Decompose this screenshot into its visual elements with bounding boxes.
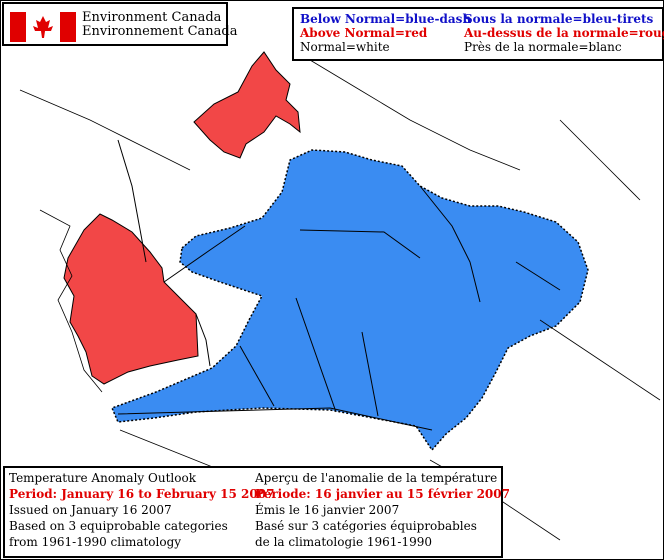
info-fr-issued: Émis le 16 janvier 2007: [255, 503, 400, 517]
info-en-period: Period: January 16 to February 15 2007: [9, 487, 275, 501]
above-normal-region-west: [63, 213, 199, 385]
info-en-basis: Based on 3 equiprobable categories: [9, 519, 228, 533]
legend-en-normal: Normal=white: [300, 40, 390, 54]
legend-fr-above: Au-dessus de la normale=rouge: [464, 26, 664, 40]
info-fr-climatology: de la climatologie 1961-1990: [255, 535, 433, 549]
legend-en-above: Above Normal=red: [300, 26, 428, 40]
info-en-title: Temperature Anomaly Outlook: [9, 471, 196, 485]
canada-flag-icon: [10, 12, 76, 42]
legend-en-below: Below Normal=blue-dash: [300, 12, 472, 26]
below-normal-region: [110, 149, 589, 452]
legend-box: Below Normal=blue-dash Above Normal=red …: [292, 7, 664, 61]
info-en-climatology: from 1961-1990 climatology: [9, 535, 182, 549]
info-en-issued: Issued on January 16 2007: [9, 503, 172, 517]
agency-name-fr: Environnement Canada: [82, 24, 238, 39]
info-fr-title: Aperçu de l'anomalie de la température: [255, 471, 498, 485]
above-normal-region-arctic: [193, 51, 301, 159]
legend-fr-normal: Près de la normale=blanc: [464, 40, 622, 54]
info-fr-basis: Basé sur 3 catégories équiprobables: [255, 519, 477, 533]
outlook-info-box: Temperature Anomaly Outlook Period: Janu…: [3, 466, 510, 558]
legend-fr-below: Sous la normale=bleu-tirets: [464, 12, 654, 26]
province-borders: [117, 139, 561, 431]
agency-logo-box: Environment Canada Environnement Canada: [2, 2, 238, 46]
info-fr-period: Periode: 16 janvier au 15 février 2007: [255, 487, 510, 501]
agency-name-en: Environment Canada: [82, 10, 222, 25]
